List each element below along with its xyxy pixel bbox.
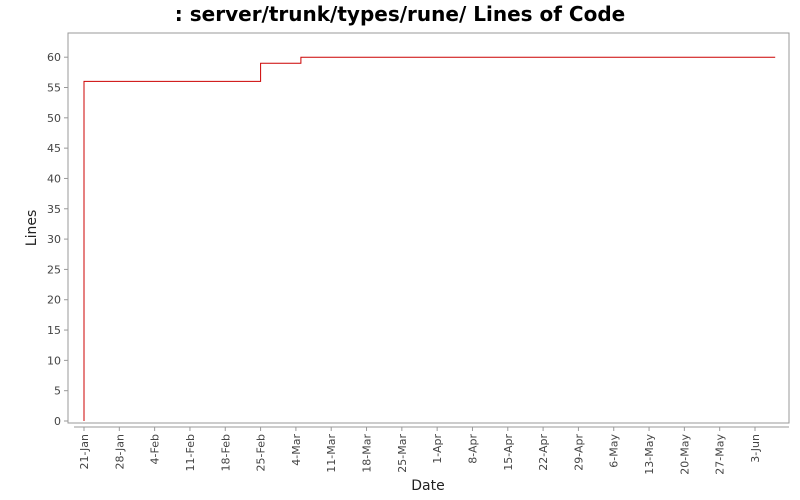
- x-tick-label: 11-Feb: [184, 434, 197, 471]
- x-tick-label: 6-May: [608, 434, 621, 468]
- y-tick-label: 20: [47, 294, 61, 307]
- x-axis-ticks: 21-Jan 28-Jan 4-Feb 11-Feb 18-Feb 25-Feb 4-Mar…: [78, 427, 762, 475]
- y-tick-label: 45: [47, 142, 61, 155]
- x-tick-label: 22-Apr: [537, 434, 550, 471]
- x-axis-label: Date: [411, 478, 444, 494]
- plot-area: [67, 32, 790, 424]
- x-tick-label: 15-Apr: [502, 434, 515, 471]
- x-tick-label: 3-Jun: [749, 434, 762, 463]
- series-layer: [83, 56, 776, 421]
- x-tick-label: 25-Mar: [396, 434, 409, 473]
- y-tick-label: 5: [54, 385, 61, 398]
- x-tick-label: 25-Feb: [255, 434, 268, 471]
- x-tick-label: 20-May: [678, 434, 691, 475]
- x-tick-label: 29-Apr: [572, 434, 585, 471]
- y-tick-label: 40: [47, 172, 61, 185]
- y-tick-label: 15: [47, 324, 61, 337]
- chart-title: : server/trunk/types/rune/ Lines of Code: [174, 2, 626, 26]
- x-tick-label: 4-Mar: [290, 434, 303, 466]
- x-tick-label: 13-May: [643, 434, 656, 475]
- y-tick-label: 60: [47, 51, 61, 64]
- x-tick-label: 27-May: [714, 434, 727, 475]
- x-tick-label: 1-Apr: [431, 434, 444, 464]
- x-tick-label: 4-Feb: [149, 434, 162, 464]
- y-tick-label: 55: [47, 82, 61, 95]
- x-tick-label: 18-Feb: [219, 434, 232, 471]
- y-tick-label: 25: [47, 263, 61, 276]
- x-tick-label: 28-Jan: [113, 434, 126, 470]
- x-tick-label: 21-Jan: [78, 434, 91, 470]
- x-tick-label: 8-Apr: [466, 434, 479, 464]
- y-axis-ticks: 0 5 10 15 20 25 30 35 40 45 50 55 60: [47, 51, 68, 428]
- y-tick-label: 10: [47, 354, 61, 367]
- y-tick-label: 50: [47, 112, 61, 125]
- y-tick-label: 35: [47, 203, 61, 216]
- y-tick-label: 30: [47, 233, 61, 246]
- x-tick-label: 11-Mar: [325, 434, 338, 473]
- y-axis-label: Lines: [24, 210, 40, 246]
- x-tick-label: 18-Mar: [361, 434, 374, 473]
- y-tick-label: 0: [54, 415, 61, 428]
- series-line: [83, 56, 776, 421]
